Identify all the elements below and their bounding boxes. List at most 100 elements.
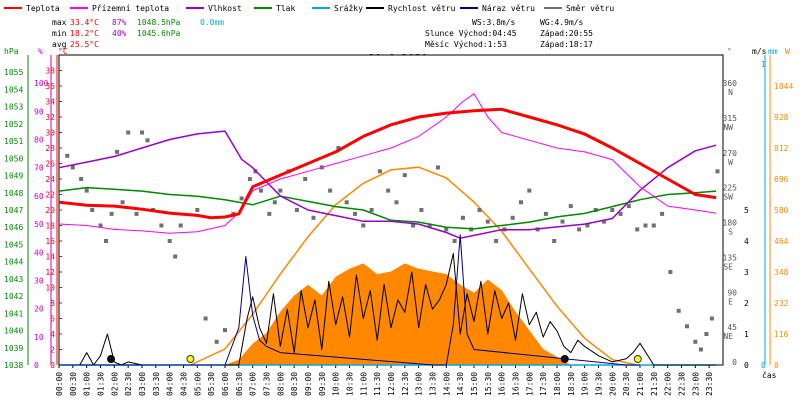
rain-tick-label: 1 (761, 60, 766, 69)
min-humidity: 40% (112, 29, 127, 38)
wind-direction-point (369, 208, 374, 212)
wind-direction-point (419, 208, 424, 212)
time-tick-label: 11:00 (359, 372, 368, 396)
pressure-tick-label: 1046 (4, 223, 23, 232)
time-tick-label: 09:00 (304, 372, 313, 396)
temperature-tick-label: 38 (45, 67, 55, 76)
temperature-unit: °C (58, 47, 68, 56)
wind-direction-point (173, 254, 178, 259)
direction-name-label: NW (723, 123, 733, 132)
wind-direction-point (203, 316, 208, 321)
time-tick-label: 00:00 (55, 372, 64, 396)
wind-direction-point (377, 169, 382, 174)
direction-tick-label: 225 (723, 184, 738, 193)
wind-direction-point (336, 146, 341, 150)
wind-direction-point (70, 165, 75, 170)
x-axis-label: čas (762, 370, 777, 380)
humidity-line (58, 130, 717, 239)
wind-direction-point (104, 239, 108, 243)
legend-label: Směr větru (566, 4, 614, 13)
legend-label: Srážky (334, 4, 363, 13)
wind-direction-point (494, 239, 499, 243)
pressure-tick-label: 1049 (4, 172, 23, 181)
pressure-tick-label: 1052 (4, 120, 23, 129)
legend-label: Náraz větru (482, 4, 535, 13)
pressure-tick-label: 1051 (4, 137, 23, 146)
wind-direction-point (715, 169, 720, 174)
time-tick-label: 05:30 (207, 372, 216, 396)
solar-tick-label: 696 (774, 175, 789, 184)
wind-direction-point (602, 219, 606, 224)
temperature-tick-label: 18 (45, 222, 55, 231)
wind-direction-point (568, 204, 573, 209)
time-tick-label: 05:00 (193, 372, 202, 396)
wind-direction-point (159, 223, 164, 228)
wind-direction-point (552, 239, 557, 243)
temperature-tick-label: 28 (45, 144, 55, 153)
wind-direction-point (223, 328, 227, 333)
min-pressure: 1045.6hPa (137, 29, 181, 38)
solar-tick-label: 580 (774, 206, 789, 215)
temperature-tick-label: 24 (45, 175, 55, 184)
wind-tick-label: 3 (744, 268, 749, 277)
direction-name-label: S (728, 228, 733, 237)
wind-direction-point (344, 200, 349, 205)
wind-tick-label: 1 (744, 330, 749, 339)
wind-direction-point (386, 188, 391, 193)
time-tick-label: 06:30 (235, 372, 244, 396)
direction-name-label: W (728, 158, 733, 167)
direction-tick-label: 45 (727, 323, 737, 332)
max-humidity: 87% (112, 18, 127, 27)
wind-direction-point (676, 308, 681, 313)
wind-direction-point (134, 211, 139, 216)
wind-direction-point (436, 165, 440, 170)
max-pressure: 1048.5hPa (137, 18, 181, 27)
wind-direction-point (477, 208, 482, 212)
wind-direction-point (394, 200, 399, 205)
wind-direction-point (120, 200, 125, 205)
time-tick-label: 03:30 (152, 372, 161, 396)
sunrise-stat: Slunce Východ:04:45 (425, 29, 517, 38)
solar-tick-label: 116 (774, 330, 789, 339)
wind-direction-point (698, 347, 703, 352)
direction-name-label: SW (723, 193, 733, 202)
wind-direction-point (668, 270, 673, 274)
legend-label: Teplota (26, 4, 60, 13)
wind-direction-point (704, 332, 709, 336)
max-label: max (52, 18, 67, 27)
wind-direction-point (411, 223, 416, 228)
wind-direction-point (543, 211, 548, 216)
wind-speed-stat: WS:3.8m/s (472, 18, 516, 27)
wind-direction-point (510, 215, 515, 220)
wind-direction-point (519, 200, 523, 205)
legend-label: Tlak (276, 4, 295, 13)
time-tick-label: 19:30 (595, 372, 604, 396)
wind-direction-point (90, 208, 95, 212)
wind-direction-point (272, 200, 277, 205)
direction-name-label: SE (723, 262, 733, 271)
wind-unit: m/s (752, 47, 767, 56)
wind-direction-point (626, 204, 631, 209)
pressure-tick-label: 1045 (4, 240, 23, 249)
temperature-tick-label: 0 (50, 361, 55, 370)
wind-direction-point (361, 223, 366, 228)
time-tick-label: 16:30 (512, 372, 521, 396)
pressure-tick-label: 1039 (4, 344, 23, 353)
direction-tick-label: 270 (723, 149, 738, 158)
humidity-tick-label: 100 (34, 79, 49, 88)
solar-tick-label: 1044 (774, 82, 793, 91)
chart-legend: Teplota Přízemní teplota Vlhkost Tlak Srážky… (4, 4, 614, 13)
temperature-tick-label: 34 (45, 98, 55, 107)
direction-tick-label: 0 (732, 358, 737, 367)
humidity-tick-label: 70 (34, 164, 44, 173)
humidity-tick-label: 0 (34, 361, 39, 370)
solar-tick-label: 232 (774, 299, 789, 308)
time-tick-label: 11:30 (373, 372, 382, 396)
wind-direction-point (693, 339, 698, 344)
wind-direction-point (651, 223, 656, 228)
pressure-unit: hPa (4, 47, 19, 56)
solar-tick-label: 348 (774, 268, 789, 277)
wind-direction-point (79, 177, 84, 181)
humidity-tick-label: 50 (34, 220, 44, 229)
